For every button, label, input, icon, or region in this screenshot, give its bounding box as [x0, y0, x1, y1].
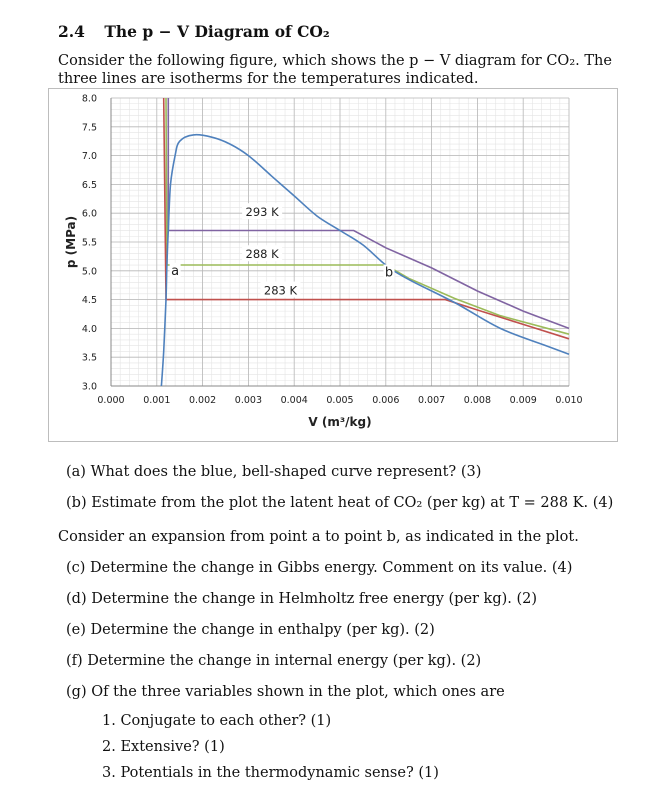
section-title: The p − V Diagram of CO₂ — [104, 22, 330, 41]
y-tick-label: 8.0 — [82, 94, 97, 105]
x-tick-label: 0.003 — [235, 395, 262, 406]
x-tick-label: 0.001 — [143, 395, 170, 406]
isotherm-label-bg — [260, 281, 301, 298]
y-tick-label: 3.0 — [82, 382, 97, 393]
isotherm-label-bg — [242, 203, 283, 220]
y-tick-label: 4.5 — [82, 295, 97, 306]
y-tick-label: 5.0 — [82, 266, 97, 277]
question-d: (d) Determine the change in Helmholtz fr… — [66, 591, 538, 607]
section-number: 2.4 — [58, 22, 85, 41]
x-axis-label: V (m³/kg) — [308, 415, 371, 429]
question-a: (a) What does the blue, bell-shaped curv… — [66, 464, 482, 480]
point-label: a — [171, 264, 179, 279]
question-e: (e) Determine the change in enthalpy (pe… — [66, 622, 435, 638]
x-tick-label: 0.010 — [555, 395, 582, 406]
x-tick-label: 0.007 — [418, 395, 445, 406]
saturation-curve — [160, 133, 570, 387]
question-f: (f) Determine the change in internal ene… — [66, 653, 482, 669]
x-tick-label: 0.006 — [372, 395, 399, 406]
point-label: b — [385, 266, 393, 281]
x-tick-label: 0.002 — [189, 395, 216, 406]
point-label-bg — [383, 264, 395, 280]
isotherm-line — [162, 97, 570, 340]
isotherm-line — [167, 98, 570, 330]
section-heading: 2.4 The p − V Diagram of CO₂ — [58, 22, 330, 41]
question-g: (g) Of the three variables shown in the … — [66, 684, 505, 700]
y-tick-label: 4.0 — [82, 324, 97, 335]
x-tick-label: 0.005 — [326, 395, 353, 406]
y-tick-label: 3.5 — [82, 353, 97, 364]
question-g-item-3: 3. Potentials in the thermodynamic sense… — [102, 765, 439, 781]
question-c: (c) Determine the change in Gibbs energy… — [66, 560, 573, 576]
y-tick-label: 6.0 — [82, 209, 97, 220]
y-tick-label: 5.5 — [82, 238, 97, 249]
x-tick-label: 0.009 — [510, 395, 537, 406]
y-axis-label: p (MPa) — [64, 216, 78, 268]
isotherm-label: 288 K — [246, 247, 280, 261]
pv-diagram-chart: 0.000 0.001 0.002 0.003 0.004 0.005 0.006 0.007… — [64, 94, 583, 430]
question-g-item-1: 1. Conjugate to each other? (1) — [102, 713, 332, 729]
y-tick-label: 6.5 — [82, 180, 97, 191]
x-tick-label: 0.004 — [281, 395, 308, 406]
x-tick-label: 0.000 — [97, 395, 124, 406]
isotherm-label: 293 K — [246, 205, 280, 219]
transition-text: Consider an expansion from point a to po… — [58, 529, 579, 545]
y-tick-label: 7.5 — [82, 122, 97, 133]
isotherm-label: 283 K — [264, 284, 298, 298]
point-label-bg — [169, 262, 181, 278]
x-tick-label: 0.008 — [464, 395, 491, 406]
intro-paragraph: Consider the following figure, which sho… — [58, 53, 612, 87]
pv-diagram-figure: 0.000 0.001 0.002 0.003 0.004 0.005 0.006 0.007… — [48, 88, 618, 442]
question-g-item-2: 2. Extensive? (1) — [102, 739, 225, 755]
isotherm-label-bg — [242, 245, 283, 262]
y-tick-label: 7.0 — [82, 151, 97, 162]
question-b: (b) Estimate from the plot the latent he… — [66, 495, 614, 511]
